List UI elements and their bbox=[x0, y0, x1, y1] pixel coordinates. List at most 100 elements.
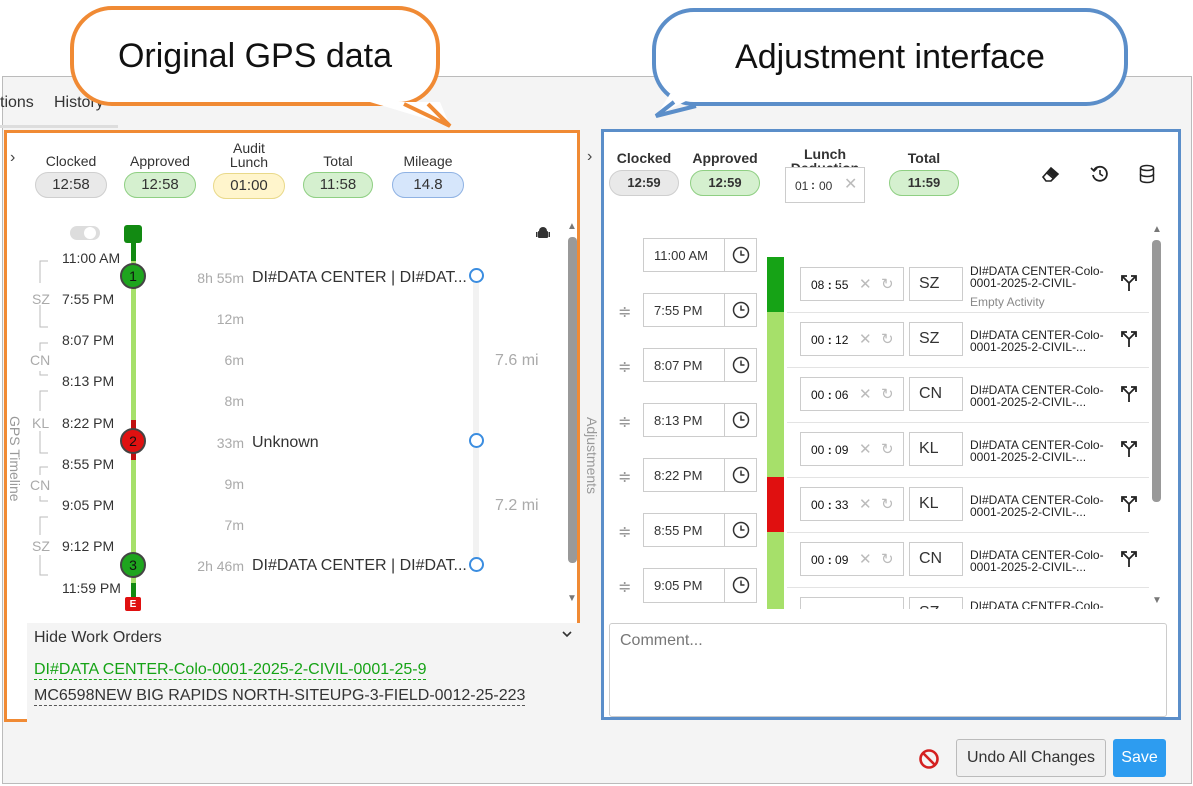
clear-icon[interactable]: ✕ bbox=[859, 386, 872, 403]
clock-icon[interactable] bbox=[724, 513, 756, 547]
clear-icon[interactable]: ✕ bbox=[859, 496, 872, 513]
chevron-down-icon[interactable] bbox=[561, 627, 573, 645]
activity-code-select[interactable]: SZ bbox=[909, 597, 963, 609]
clock-icon[interactable] bbox=[724, 238, 756, 272]
clock-icon[interactable] bbox=[724, 458, 756, 492]
scroll-down-arrow[interactable]: ▼ bbox=[1152, 595, 1162, 606]
work-order-text[interactable]: DI#DATA CENTER-Colo- 0001-2025-2-CIVIL-..… bbox=[970, 494, 1120, 518]
scroll-up-arrow[interactable]: ▲ bbox=[1152, 224, 1162, 235]
gps-activity-code: KL bbox=[32, 415, 50, 431]
clear-icon[interactable]: ✕ bbox=[859, 441, 872, 458]
split-icon[interactable] bbox=[1120, 440, 1138, 463]
work-order-link[interactable]: MC6598NEW BIG RAPIDS NORTH-SITEUPG-3-FIE… bbox=[34, 687, 526, 706]
mileage-point[interactable] bbox=[469, 557, 484, 572]
activity-code-select[interactable]: SZ bbox=[909, 322, 963, 356]
clear-icon[interactable]: ✕ bbox=[859, 331, 872, 348]
clock-icon[interactable] bbox=[724, 293, 756, 327]
work-order-text[interactable]: DI#DATA CENTER-Colo- 0001-2025-2-CIVIL-..… bbox=[970, 439, 1120, 463]
split-icon[interactable] bbox=[1120, 550, 1138, 573]
duration-hours: 00 bbox=[811, 443, 825, 457]
adj-time-input[interactable]: 8:22 PM bbox=[643, 458, 757, 492]
hide-work-orders-toggle[interactable]: Hide Work Orders bbox=[34, 629, 162, 646]
drag-handle-icon[interactable]: ≑ bbox=[618, 414, 632, 431]
drag-handle-icon[interactable]: ≑ bbox=[618, 579, 632, 596]
gps-activity-code: CN bbox=[30, 352, 51, 368]
adj-time-input[interactable]: 9:05 PM bbox=[643, 568, 757, 603]
stop-marker-2[interactable]: 2 bbox=[120, 428, 146, 454]
lunch-deduction-input[interactable]: 01 : 00 ✕ bbox=[785, 167, 865, 203]
undo-all-changes-button[interactable]: Undo All Changes bbox=[956, 739, 1106, 777]
end-marker: E bbox=[125, 597, 141, 611]
database-icon[interactable] bbox=[1139, 164, 1155, 189]
drag-handle-icon[interactable]: ≑ bbox=[618, 524, 632, 541]
chevron-right-icon[interactable]: › bbox=[587, 148, 593, 165]
work-order-text[interactable]: DI#DATA CENTER-Colo- 0001-2025-2-CIVIL- bbox=[970, 265, 1120, 289]
stop-name[interactable]: DI#DATA CENTER | DI#DAT... bbox=[252, 269, 467, 286]
work-order-text[interactable]: DI#DATA CENTER-Colo- 0001-2025-2-CIVIL-..… bbox=[970, 549, 1120, 573]
adj-time-input[interactable]: 8:13 PM bbox=[643, 403, 757, 437]
clock-icon[interactable] bbox=[724, 403, 756, 437]
history-icon[interactable] bbox=[1090, 164, 1110, 189]
duration-hours: 00 bbox=[811, 498, 825, 512]
chevron-right-icon[interactable]: › bbox=[10, 149, 16, 166]
work-order-line[interactable]: DI#DATA CENTER-Colo- bbox=[970, 599, 1104, 609]
toggle-switch[interactable] bbox=[70, 226, 100, 240]
duration-input[interactable]: 00 : 06 ✕ ↻ bbox=[800, 377, 904, 411]
scroll-up-arrow[interactable]: ▲ bbox=[567, 221, 577, 232]
comment-textarea[interactable]: Comment... bbox=[609, 623, 1167, 717]
drag-handle-icon[interactable]: ≑ bbox=[618, 359, 632, 376]
activity-code-select[interactable]: CN bbox=[909, 542, 963, 576]
activity-code-select[interactable]: KL bbox=[909, 432, 963, 466]
reset-icon[interactable]: ↻ bbox=[881, 331, 894, 348]
duration-input[interactable] bbox=[800, 597, 904, 609]
duration-input[interactable]: 00 : 33 ✕ ↻ bbox=[800, 487, 904, 521]
clock-icon[interactable] bbox=[724, 568, 756, 602]
empty-activity-note: Empty Activity bbox=[970, 295, 1045, 309]
adjustments-scrollbar[interactable] bbox=[1152, 240, 1161, 502]
split-icon[interactable] bbox=[1120, 385, 1138, 408]
clock-icon[interactable] bbox=[724, 348, 756, 382]
mileage-point[interactable] bbox=[469, 268, 484, 283]
adj-clocked-label: Clocked bbox=[616, 150, 672, 166]
timeline-scrollbar[interactable] bbox=[568, 237, 577, 563]
clear-icon[interactable]: ✕ bbox=[844, 176, 858, 193]
segment-color-bar bbox=[767, 477, 784, 532]
reset-icon[interactable]: ↻ bbox=[881, 551, 894, 568]
split-icon[interactable] bbox=[1120, 495, 1138, 518]
mileage-point[interactable] bbox=[469, 433, 484, 448]
work-order-text[interactable]: DI#DATA CENTER-Colo- 0001-2025-2-CIVIL-..… bbox=[970, 384, 1120, 408]
clear-icon[interactable]: ✕ bbox=[859, 276, 872, 293]
stop-name[interactable]: Unknown bbox=[252, 434, 319, 451]
work-order-text[interactable]: DI#DATA CENTER-Colo- 0001-2025-2-CIVIL-..… bbox=[970, 329, 1120, 353]
activity-code-select[interactable]: KL bbox=[909, 487, 963, 521]
split-icon[interactable] bbox=[1120, 274, 1138, 297]
stop-name[interactable]: DI#DATA CENTER | DI#DAT... bbox=[252, 557, 467, 574]
reset-icon[interactable]: ↻ bbox=[881, 386, 894, 403]
tab-actions[interactable]: tions bbox=[0, 94, 34, 111]
save-button[interactable]: Save bbox=[1113, 739, 1166, 777]
mileage-track bbox=[473, 275, 479, 565]
drag-handle-icon[interactable]: ≑ bbox=[618, 469, 632, 486]
split-icon[interactable] bbox=[1120, 330, 1138, 353]
reset-icon[interactable]: ↻ bbox=[881, 276, 894, 293]
cancel-icon[interactable] bbox=[918, 748, 940, 775]
duration-input[interactable]: 00 : 09 ✕ ↻ bbox=[800, 432, 904, 466]
duration-input[interactable]: 00 : 12 ✕ ↻ bbox=[800, 322, 904, 356]
stop-marker-3[interactable]: 3 bbox=[120, 552, 146, 578]
work-order-link[interactable]: DI#DATA CENTER-Colo-0001-2025-2-CIVIL-00… bbox=[34, 661, 427, 680]
duration-input[interactable]: 00 : 09 ✕ ↻ bbox=[800, 542, 904, 576]
activity-code-select[interactable]: CN bbox=[909, 377, 963, 411]
drag-handle-icon[interactable]: ≑ bbox=[618, 304, 632, 321]
adj-time-input[interactable]: 8:55 PM bbox=[643, 513, 757, 547]
adj-time-input[interactable]: 11:00 AM bbox=[643, 238, 757, 272]
duration-input[interactable]: 08 : 55 ✕ ↻ bbox=[800, 267, 904, 301]
stop-marker-1[interactable]: 1 bbox=[120, 263, 146, 289]
reset-icon[interactable]: ↻ bbox=[881, 441, 894, 458]
reset-icon[interactable]: ↻ bbox=[881, 496, 894, 513]
adj-time-input[interactable]: 7:55 PM bbox=[643, 293, 757, 327]
eraser-icon[interactable] bbox=[1041, 165, 1061, 188]
activity-code-select[interactable]: SZ bbox=[909, 267, 963, 301]
adj-time-input[interactable]: 8:07 PM bbox=[643, 348, 757, 382]
scroll-down-arrow[interactable]: ▼ bbox=[567, 593, 577, 604]
clear-icon[interactable]: ✕ bbox=[859, 551, 872, 568]
